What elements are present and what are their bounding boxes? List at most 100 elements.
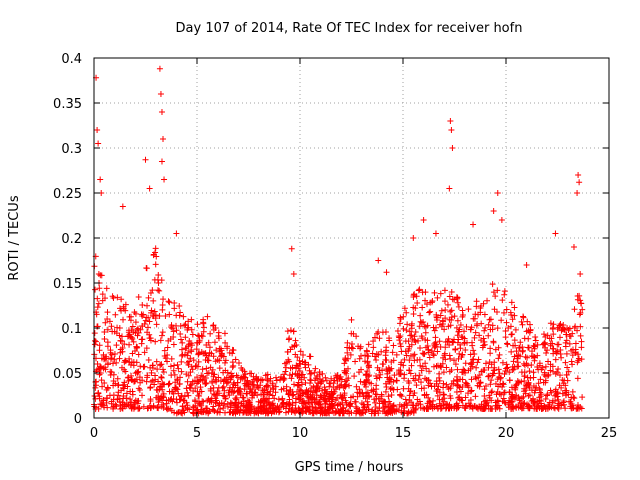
- data-point: [132, 377, 139, 384]
- data-point: [538, 398, 545, 405]
- data-point: [499, 380, 506, 387]
- data-point: [122, 358, 129, 365]
- data-point: [240, 398, 247, 405]
- data-point: [289, 402, 296, 409]
- data-point: [499, 297, 506, 304]
- data-point: [214, 392, 221, 399]
- data-point: [458, 354, 465, 361]
- data-point: [91, 330, 98, 337]
- data-point: [508, 394, 515, 401]
- data-point: [170, 341, 177, 348]
- data-point: [416, 323, 423, 330]
- data-point: [272, 383, 279, 390]
- data-point: [158, 374, 165, 381]
- data-point: [135, 293, 142, 300]
- data-point: [341, 360, 348, 367]
- data-point: [418, 379, 425, 386]
- data-point: [195, 350, 202, 357]
- data-point: [406, 379, 413, 386]
- data-point: [510, 342, 517, 349]
- data-point: [329, 408, 336, 415]
- data-point: [376, 335, 383, 342]
- data-point: [519, 321, 526, 328]
- data-point: [278, 386, 285, 393]
- data-point: [571, 324, 578, 331]
- data-point: [97, 364, 104, 371]
- data-point: [526, 403, 533, 410]
- data-point: [486, 359, 493, 366]
- data-point-peak: [383, 269, 390, 276]
- data-point: [171, 362, 178, 369]
- data-point: [512, 326, 519, 333]
- data-point: [123, 390, 130, 397]
- data-point: [118, 333, 125, 340]
- data-point: [190, 357, 197, 364]
- data-point: [337, 392, 344, 399]
- data-point: [111, 356, 118, 363]
- data-point: [453, 402, 460, 409]
- data-point: [532, 333, 539, 340]
- data-point: [555, 366, 562, 373]
- data-point-peak: [574, 190, 581, 196]
- data-point: [411, 337, 418, 344]
- data-point: [113, 359, 120, 366]
- data-point: [188, 346, 195, 353]
- data-point: [577, 309, 584, 316]
- data-point: [337, 382, 344, 389]
- data-point: [572, 350, 579, 357]
- data-point: [416, 356, 423, 363]
- data-point: [176, 380, 183, 387]
- data-point: [405, 408, 412, 415]
- data-point: [481, 386, 488, 393]
- data-point: [313, 382, 320, 389]
- data-point: [486, 394, 493, 401]
- y-tick-label: 0.3: [61, 142, 82, 157]
- data-point: [121, 379, 128, 386]
- data-point: [550, 350, 557, 357]
- y-tick-label: 0.2: [61, 232, 82, 247]
- data-point: [353, 408, 360, 415]
- data-point: [452, 361, 459, 368]
- data-point: [287, 365, 294, 372]
- data-point: [574, 375, 581, 382]
- data-point: [189, 378, 196, 385]
- data-point: [99, 291, 106, 298]
- data-point: [423, 391, 430, 398]
- data-point: [128, 334, 135, 341]
- data-point: [202, 374, 209, 381]
- data-point: [434, 294, 441, 301]
- data-point: [394, 328, 401, 335]
- data-point: [430, 363, 437, 370]
- data-point: [125, 374, 132, 381]
- data-point: [562, 387, 569, 394]
- data-point: [275, 396, 282, 403]
- data-point: [504, 340, 511, 347]
- data-point: [380, 398, 387, 405]
- data-point: [222, 357, 229, 364]
- data-point: [475, 356, 482, 363]
- data-point: [537, 376, 544, 383]
- data-point: [328, 392, 335, 399]
- data-point: [555, 324, 562, 331]
- data-point: [550, 331, 557, 338]
- data-point: [186, 358, 193, 365]
- data-point: [578, 344, 585, 351]
- data-point: [108, 355, 115, 362]
- data-point: [175, 365, 182, 372]
- data-point: [136, 374, 143, 381]
- data-point: [467, 396, 474, 403]
- data-point: [121, 385, 128, 392]
- data-point: [457, 321, 464, 328]
- data-point: [482, 397, 489, 404]
- data-point: [344, 365, 351, 372]
- data-point: [322, 386, 329, 393]
- data-point: [227, 376, 234, 383]
- data-point: [454, 299, 461, 306]
- data-point: [154, 276, 161, 283]
- data-point: [307, 393, 314, 400]
- data-point: [579, 306, 586, 313]
- data-point: [182, 334, 189, 341]
- data-point: [259, 377, 266, 384]
- data-point: [275, 406, 282, 413]
